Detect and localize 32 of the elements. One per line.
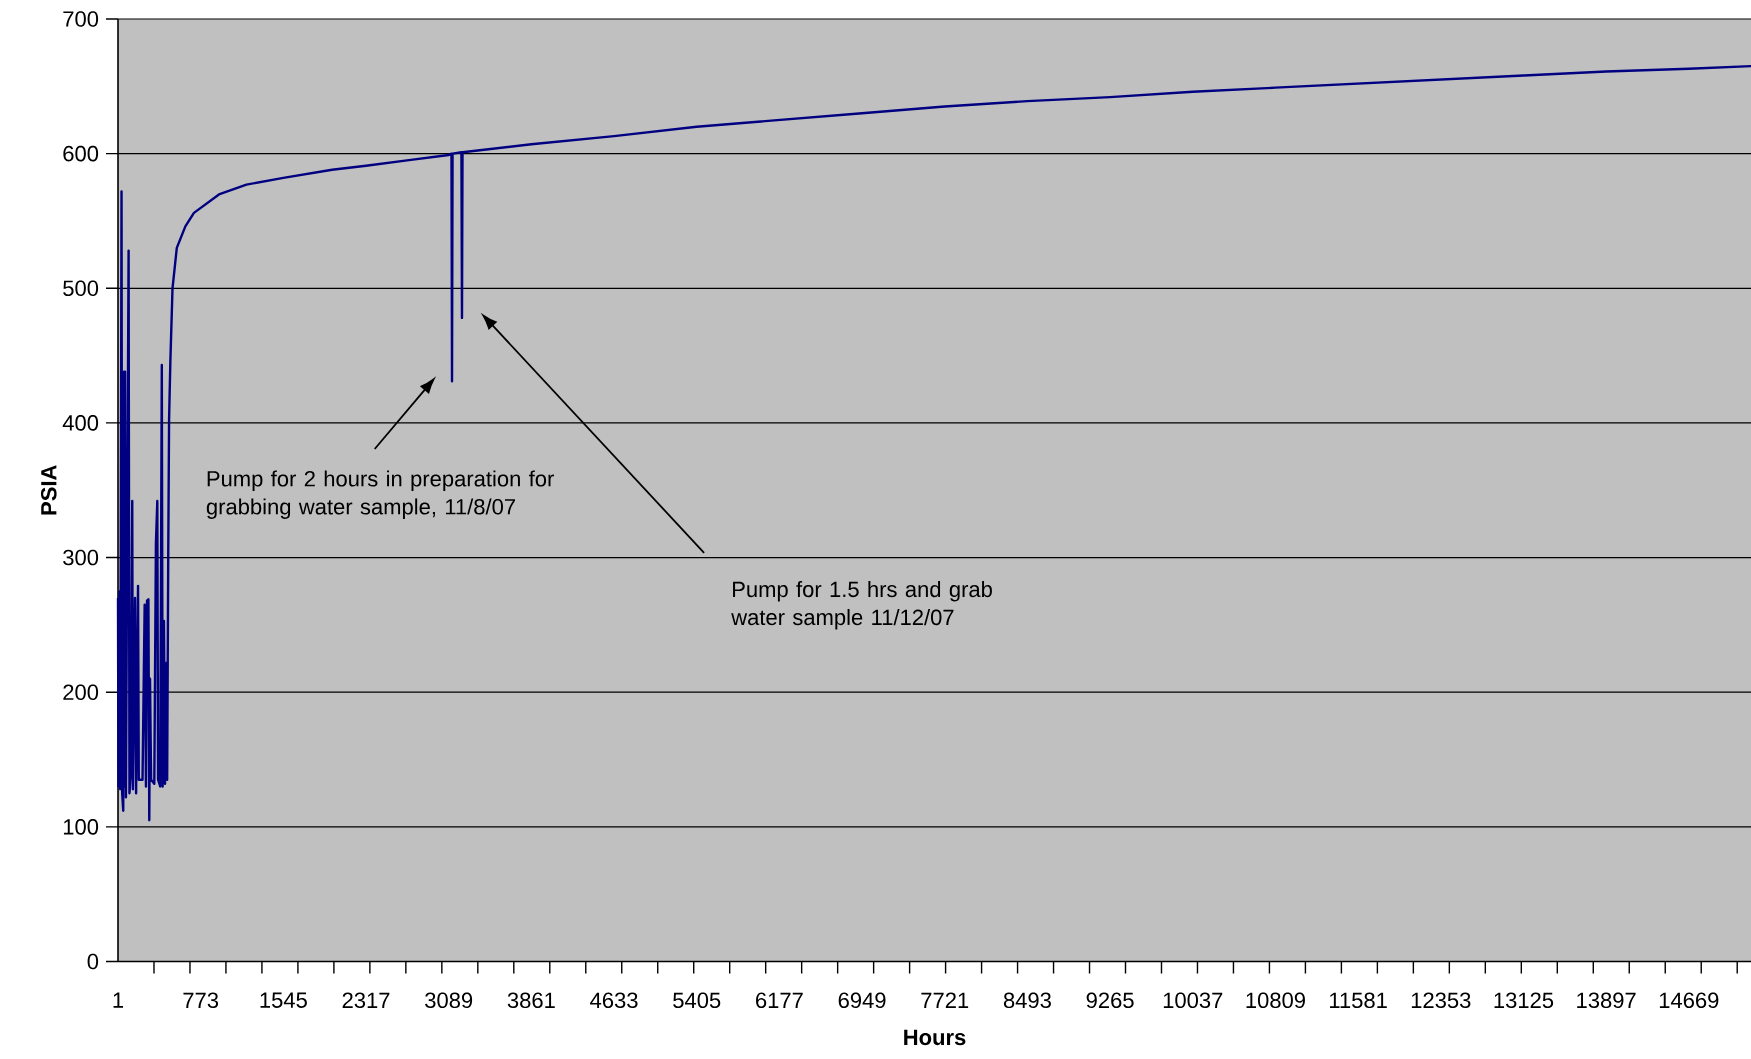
x-tick-label: 9265 (1086, 992, 1134, 1009)
x-tick-label: 14669 (1659, 992, 1719, 1009)
y-tick-label: 500 (63, 280, 99, 297)
y-tick-label: 100 (63, 819, 99, 835)
x-tick-label: 3089 (425, 992, 473, 1009)
x-tick-label: 1 (113, 992, 124, 1008)
annotation: Pump for 2 hours in preparation for grabbing water sample, 11/8/07 (206, 470, 554, 519)
x-tick-label: 12353 (1411, 992, 1471, 1009)
y-tick-label: 400 (62, 415, 99, 431)
x-tick-label: 6949 (838, 992, 886, 1009)
x-tick-label: 10037 (1163, 992, 1223, 1009)
x-tick-label: 8493 (1003, 992, 1051, 1009)
x-tick-label: 6177 (756, 992, 803, 1009)
annotation: Pump for 1.5 hrs and grab water sample 11/12/07 (731, 580, 992, 630)
y-tick-label: 300 (63, 549, 99, 566)
y-tick-label: 600 (63, 145, 99, 162)
x-tick-label: 5405 (673, 992, 721, 1009)
x-tick-label: 13897 (1577, 992, 1636, 1009)
x-tick-label: 773 (183, 992, 219, 1009)
y-axis-title: PSIA (40, 465, 57, 515)
x-tick-label: 10809 (1246, 992, 1305, 1009)
x-tick-label: 3861 (507, 992, 555, 1009)
x-tick-label: 2317 (342, 992, 390, 1009)
y-tick-label: 0 (87, 953, 99, 970)
x-tick-label: 1545 (260, 992, 307, 1008)
x-axis-title: Hours (904, 1029, 966, 1046)
x-tick-label: 11581 (1330, 992, 1387, 1009)
y-tick-label: 700 (63, 11, 99, 27)
x-tick-label: 7721 (921, 992, 969, 1008)
y-tick-label: 200 (63, 684, 99, 700)
x-tick-label: 13125 (1494, 992, 1554, 1009)
x-tick-label: 4633 (590, 992, 638, 1009)
